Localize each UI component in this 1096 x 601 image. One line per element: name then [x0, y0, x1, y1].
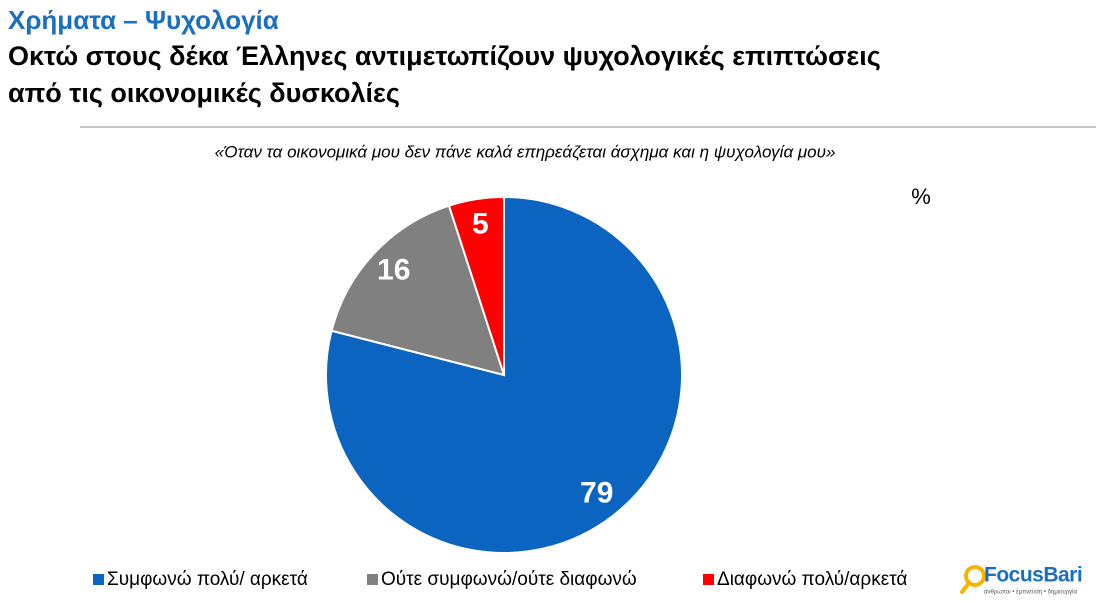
logo-icon	[960, 581, 971, 594]
logo-icon	[964, 565, 986, 587]
legend-label: Διαφωνώ πολύ/αρκετά	[717, 569, 907, 590]
pie-slice	[330, 204, 506, 377]
chart-subtitle: Οκτώ στους δέκα Έλληνες αντιμετωπίζουν ψ…	[8, 41, 881, 71]
legend-label: Συμφωνώ πολύ/ αρκετά	[107, 569, 308, 590]
legend-label: Ούτε συμφωνώ/ούτε διαφωνώ	[381, 569, 637, 590]
legend-swatch	[703, 574, 714, 585]
unit-label: %	[911, 184, 931, 209]
chart-subtitle: από τις οικονομικές δυσκολίες	[8, 78, 400, 108]
pie-slice	[447, 195, 505, 376]
pie-slice	[325, 195, 683, 554]
logo: FocusBari άνθρωποι • έμπνευση • δημιουργ…	[960, 564, 1083, 596]
legend-swatch	[367, 574, 378, 585]
legend-swatch	[93, 574, 104, 585]
chart-title: Χρήματα – Ψυχολογία	[8, 5, 279, 35]
question: «Όταν τα οικονομικά μου δεν πάνε καλά επ…	[215, 142, 836, 161]
value-label: 16	[377, 253, 410, 286]
value-label: 5	[472, 207, 489, 240]
logo-tagline: άνθρωποι • έμπνευση • δημιουργία	[984, 589, 1078, 596]
value-label: 79	[580, 476, 613, 509]
logo-name: FocusBari	[984, 564, 1082, 587]
